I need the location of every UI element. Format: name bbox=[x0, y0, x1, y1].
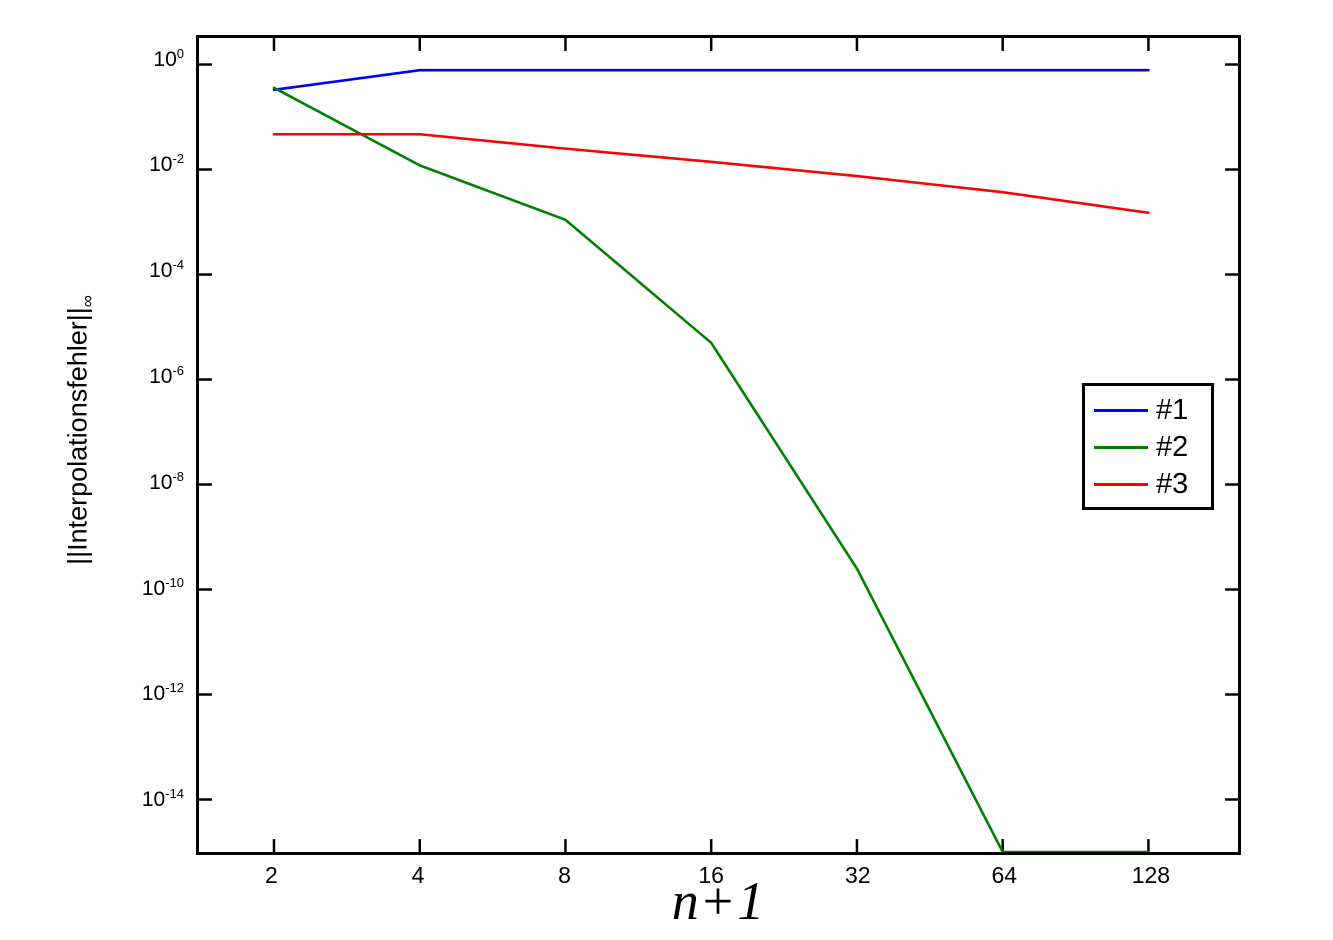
y-tick-label: 10-8 bbox=[149, 468, 184, 494]
legend-item-series3[interactable]: #3 bbox=[1085, 466, 1211, 502]
y-tick-label: 100 bbox=[153, 45, 184, 71]
x-tick-label: 16 bbox=[698, 862, 724, 888]
legend-label: #3 bbox=[1156, 467, 1189, 500]
legend-color-swatch bbox=[1094, 408, 1148, 412]
y-tick-exponent: -6 bbox=[172, 363, 184, 379]
x-axis-title-operator: + bbox=[702, 871, 734, 931]
legend-item-series2[interactable]: #2 bbox=[1085, 429, 1211, 465]
y-tick-mantissa: 10 bbox=[149, 259, 173, 283]
x-tick-label: 128 bbox=[1131, 862, 1171, 888]
y-tick-mantissa: 10 bbox=[141, 682, 166, 706]
x-tick-label: 4 bbox=[411, 862, 425, 888]
plot-svg bbox=[199, 38, 1238, 852]
data-line-series2 bbox=[272, 86, 1150, 852]
y-tick-mantissa: 10 bbox=[141, 576, 166, 600]
y-tick-exponent: -10 bbox=[165, 574, 184, 590]
y-tick-exponent: -4 bbox=[172, 257, 184, 273]
x-axis-tick-labels: 2 4 8 16 32 64 128 bbox=[0, 862, 1333, 902]
y-tick-label: 10-4 bbox=[149, 257, 184, 283]
x-axis-title-variable: n bbox=[671, 871, 699, 931]
legend-item-series1[interactable]: #1 bbox=[1085, 392, 1211, 428]
x-tick-label: 2 bbox=[265, 862, 278, 888]
y-tick-label: 10-6 bbox=[149, 363, 184, 389]
x-tick-label: 32 bbox=[844, 862, 871, 888]
data-line-series1 bbox=[272, 68, 1150, 92]
y-tick-exponent: 0 bbox=[176, 45, 184, 61]
y-tick-exponent: -8 bbox=[172, 468, 184, 484]
x-axis-title-constant: 1 bbox=[737, 871, 765, 931]
y-tick-label: 10-2 bbox=[149, 151, 184, 177]
x-axis-title: n+1 bbox=[672, 870, 764, 932]
y-tick-exponent: -12 bbox=[165, 680, 184, 696]
y-tick-mantissa: 10 bbox=[141, 788, 166, 812]
legend-color-swatch bbox=[1094, 445, 1148, 449]
plot-area bbox=[196, 35, 1241, 855]
y-tick-mantissa: 10 bbox=[149, 365, 173, 389]
y-tick-label: 10-12 bbox=[141, 680, 184, 706]
y-axis-title-text: ||Interpolationsfehler|| bbox=[62, 307, 93, 565]
y-tick-mantissa: 10 bbox=[149, 470, 173, 494]
y-tick-mantissa: 10 bbox=[153, 47, 177, 71]
legend-color-swatch bbox=[1094, 482, 1148, 486]
y-axis-title: ||Interpolationsfehler||∞ bbox=[62, 295, 97, 565]
y-tick-label: 10-10 bbox=[141, 574, 184, 600]
x-tick-label: 8 bbox=[558, 862, 571, 888]
legend-box[interactable]: #1 #2 #3 bbox=[1082, 383, 1214, 510]
y-tick-exponent: -14 bbox=[165, 786, 184, 802]
y-tick-exponent: -2 bbox=[172, 151, 184, 167]
legend-label: #1 bbox=[1156, 393, 1189, 426]
axis-ticks bbox=[199, 38, 1238, 852]
y-tick-mantissa: 10 bbox=[149, 153, 173, 177]
x-tick-label: 64 bbox=[991, 862, 1018, 888]
data-line-series3 bbox=[272, 132, 1150, 215]
data-series-group bbox=[272, 68, 1150, 852]
legend-label: #2 bbox=[1156, 430, 1189, 463]
y-axis-title-subscript: ∞ bbox=[77, 295, 97, 308]
y-tick-label: 10-14 bbox=[141, 786, 184, 812]
